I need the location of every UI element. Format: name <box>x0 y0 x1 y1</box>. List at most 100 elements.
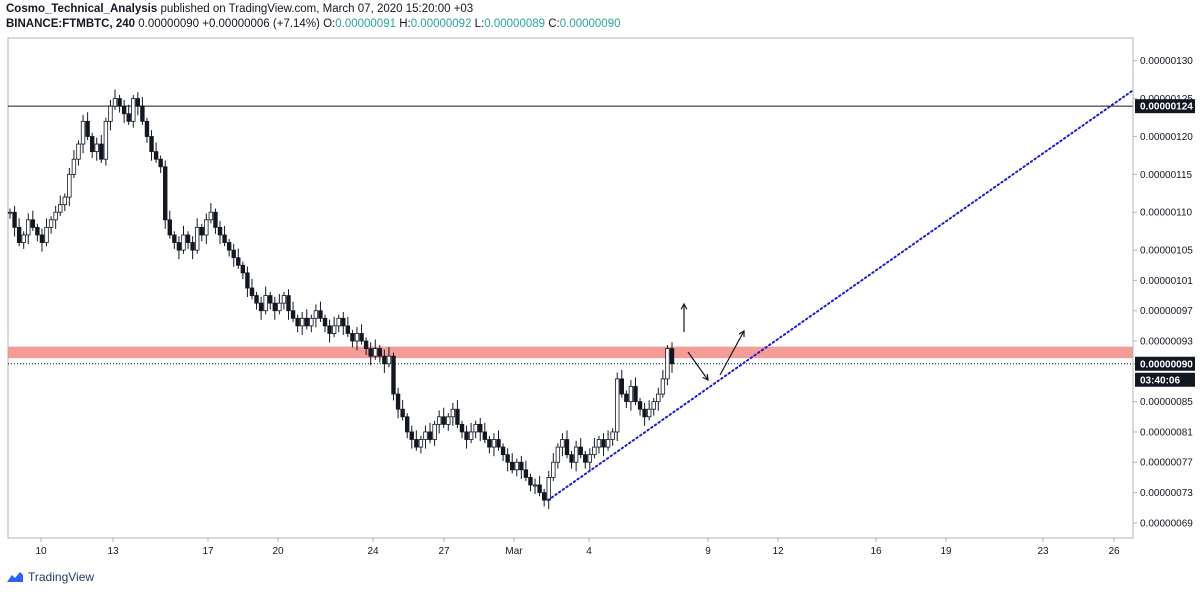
y-tick-label: 0.00000069 <box>1140 518 1193 529</box>
candle-body <box>354 333 360 342</box>
candle-body <box>126 113 131 122</box>
candle <box>446 413 451 431</box>
author-name[interactable]: Cosmo_Technical_Analysis <box>6 3 158 15</box>
candle <box>181 225 186 254</box>
candle-body <box>217 226 223 236</box>
candle-body <box>190 242 195 251</box>
candle <box>236 248 241 269</box>
publish-info: published on TradingView.com, March 07, … <box>157 3 474 15</box>
candle-body <box>519 461 524 471</box>
candle <box>628 380 634 411</box>
candle <box>185 231 191 249</box>
price-chart[interactable]: 0.000001300.000001250.000001200.00000115… <box>0 0 1200 566</box>
candle <box>176 236 182 260</box>
candle-body <box>108 105 113 122</box>
candle <box>359 324 364 345</box>
candle-body <box>404 416 410 433</box>
brand-name: TradingView <box>28 570 95 584</box>
candle <box>354 327 360 351</box>
candle <box>656 387 661 411</box>
candle <box>331 316 337 338</box>
candle-body <box>268 295 273 304</box>
candle <box>153 142 159 163</box>
candle <box>528 473 533 492</box>
candle <box>519 455 524 479</box>
candle <box>240 261 246 280</box>
candle-body <box>487 439 492 448</box>
candle-body <box>117 98 122 107</box>
candle-body <box>555 446 561 463</box>
candle <box>217 221 223 245</box>
candle-body <box>363 340 369 350</box>
high-value: 0.00000092 <box>410 18 472 30</box>
x-tick-label: Mar <box>505 546 523 557</box>
candle <box>131 94 136 128</box>
ohlc-line: BINANCE:FTMBTC, 240 0.00000090 +0.000000… <box>6 17 621 32</box>
y-tick-label: 0.00000081 <box>1140 427 1193 438</box>
candle <box>199 223 204 242</box>
candle <box>546 471 551 510</box>
candle <box>646 400 652 421</box>
y-tick-label: 0.00000130 <box>1140 56 1193 67</box>
candle <box>363 337 369 355</box>
symbol-label[interactable]: BINANCE:FTMBTC, 240 <box>6 18 136 30</box>
candle <box>386 347 392 368</box>
y-tick-label: 0.00000105 <box>1140 246 1193 257</box>
footer-brand[interactable]: TradingView <box>6 570 94 584</box>
candle <box>423 425 428 449</box>
y-tick-label: 0.00000073 <box>1140 488 1193 499</box>
candle-body <box>642 408 647 418</box>
candle <box>450 402 456 426</box>
candle-body <box>322 317 328 327</box>
x-tick-label: 20 <box>272 546 284 557</box>
candle-body <box>231 249 236 259</box>
up-arrow-icon <box>680 302 688 332</box>
candle <box>615 372 620 442</box>
candle <box>290 301 296 322</box>
candle <box>601 433 606 457</box>
candle <box>80 114 86 154</box>
candle <box>345 316 351 338</box>
candle-body <box>496 439 501 448</box>
candle-body <box>359 333 364 342</box>
chart-header: Cosmo_Technical_Analysis published on Tr… <box>6 2 621 32</box>
candle <box>249 278 255 300</box>
price-tag-bg <box>1135 99 1195 114</box>
x-tick-label: 27 <box>438 546 450 557</box>
candle <box>21 231 26 249</box>
candle <box>514 458 519 477</box>
candle <box>409 425 414 449</box>
y-tick-label: 0.00000101 <box>1140 276 1193 287</box>
x-tick-label: 23 <box>1037 546 1049 557</box>
candle-body <box>382 355 387 365</box>
x-tick-label: 9 <box>705 546 711 557</box>
candle <box>587 448 593 472</box>
candle-body <box>573 446 579 463</box>
candle <box>112 89 118 110</box>
candle-body <box>172 234 177 243</box>
candle-body <box>80 120 86 145</box>
arrow-shaft <box>687 351 709 381</box>
candle <box>89 132 95 158</box>
candle <box>564 430 570 459</box>
candle-body <box>176 242 182 251</box>
candle <box>62 193 67 212</box>
candle-body <box>254 295 259 304</box>
candle <box>226 238 232 257</box>
candle <box>126 104 131 125</box>
candle-body <box>181 234 186 251</box>
candle <box>478 418 483 442</box>
candle <box>395 387 401 419</box>
open-label: O: <box>323 18 336 30</box>
close-label: C: <box>548 18 560 30</box>
candle-body <box>7 211 13 214</box>
price-tag: 0.00000124 <box>1135 99 1195 114</box>
candle-body <box>665 348 670 380</box>
candle <box>58 195 63 216</box>
candle <box>482 422 488 444</box>
candle-body <box>62 196 67 206</box>
candle-body <box>500 446 506 456</box>
candle <box>140 97 145 125</box>
candle <box>272 296 277 320</box>
candle-body <box>537 484 542 493</box>
